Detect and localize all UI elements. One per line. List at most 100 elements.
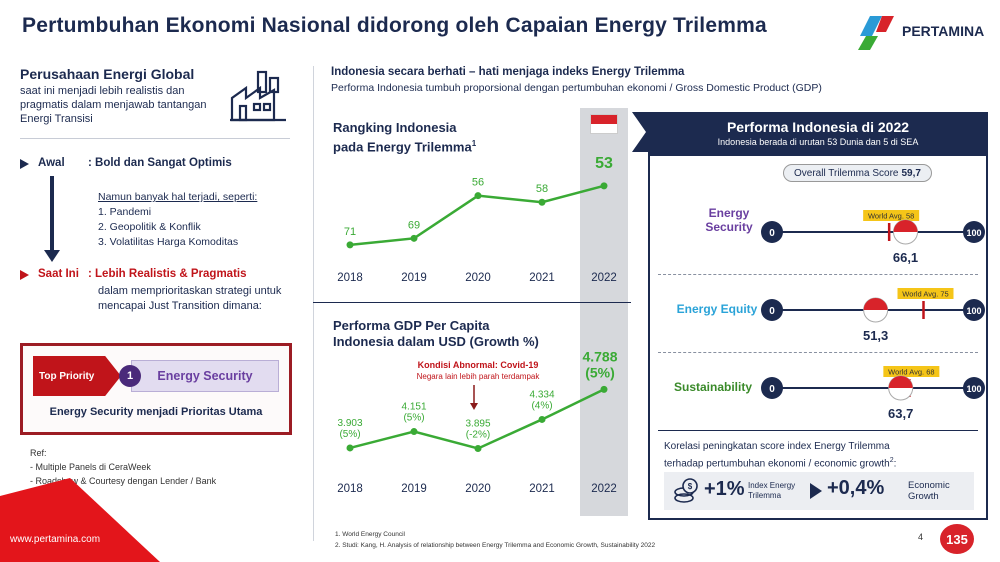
sustainability-scale: 0 100 World Avg. 68 63,7 (761, 366, 985, 421)
timeline-arrow (50, 176, 54, 252)
ranking-point (600, 182, 608, 190)
gdp-growth-label: (-2%) (466, 429, 490, 440)
scale-max-label: 100 (966, 228, 981, 238)
world-avg-tag (897, 288, 954, 299)
metric-label: Sustainability (673, 380, 753, 394)
correlation-line2: terhadap pertumbuhan ekonomi / economic … (664, 457, 897, 470)
scale-min-label: 0 (769, 384, 775, 395)
chart-divider (313, 302, 631, 303)
note-lead: Namun banyak hal terjadi, seperti: (98, 191, 258, 203)
world-avg-label: World Avg. 58 (868, 212, 914, 221)
gdp-x-tick: 2018 (337, 483, 363, 495)
world-avg-label: World Avg. 75 (902, 290, 948, 299)
down-arrow-icon (44, 250, 60, 262)
panel-title: Performa Indonesia di 2022 (726, 119, 910, 135)
scale-min-marker (761, 221, 783, 243)
correlation-sup: 2 (889, 457, 894, 464)
ref-title: Ref: (30, 448, 47, 458)
page-title: Pertumbuhan Ekonomi Nasional didorong ol… (22, 14, 767, 37)
score-value: 51,3 (863, 328, 888, 343)
priority-number: 1 (119, 365, 141, 387)
ranking-data-label: 56 (472, 177, 484, 189)
ranking-point (346, 241, 354, 249)
note-block: Namun banyak hal terjadi, seperti: 1. Pa… (98, 190, 298, 250)
ranking-data-label: 53 (595, 155, 613, 172)
panel-header: Performa Indonesia di 2022 Indonesia ber… (650, 114, 986, 156)
scale-min-label: 0 (769, 306, 775, 317)
center-headline: Indonesia secara berhati – hati menjaga … (331, 66, 685, 78)
chart1-title-sup: 1 (471, 139, 477, 148)
footer-red-shape (0, 478, 160, 562)
ranking-point (410, 234, 418, 242)
indonesia-flag-icon (893, 220, 918, 232)
scale-max-label: 100 (966, 306, 981, 316)
chart1-title: Rangking Indonesia pada Energy Trilemma1 (333, 120, 476, 155)
chart2-title-line2: Indonesia dalam USD (Growth %) (333, 334, 539, 349)
ranking-chart: 71 2018 69 2019 56 2020 58 2021 53 2022 (337, 155, 617, 284)
score-value: 63,7 (888, 406, 913, 421)
ref-item: - Multiple Panels di CeraWeek (30, 462, 151, 472)
gdp-data-label: 4.788 (582, 348, 617, 364)
trilemma-growth-value: +1% (704, 478, 745, 500)
left-title: Perusahaan Energi Global (20, 66, 195, 82)
gdp-point (600, 385, 608, 393)
saat-ini-text: : Lebih Realistis & Pragmatis (88, 268, 247, 280)
indonesia-flag-icon (863, 298, 888, 310)
note-item: 1. Pandemi (98, 206, 152, 218)
scale-max-marker (963, 377, 985, 399)
right-arrow-icon (810, 483, 822, 499)
website-link[interactable]: www.pertamina.com (10, 534, 101, 545)
trilemma-growth-label-line2: Trilemma (748, 491, 782, 500)
metric-label: Energy Equity (676, 302, 758, 316)
overall-score-badge: Overall Trilemma Score 59,7 (783, 164, 932, 182)
footnote: 1. World Energy Council (335, 531, 405, 538)
correlation-line2-text: terhadap pertumbuhan ekonomi / economic … (664, 458, 890, 470)
chart1-title-line2: pada Energy Trilemma1 (333, 136, 476, 155)
note-item: 3. Volatilitas Harga Komoditas (98, 236, 239, 248)
trilemma-growth-label-line1: Index Energy (748, 481, 796, 490)
pertamina-logo: PERTAMINA (852, 14, 992, 50)
world-avg-tag (863, 210, 920, 221)
ranking-point (474, 192, 482, 200)
logo-text: PERTAMINA (902, 23, 985, 39)
footnote: 2. Studi: Kang, H. Analysis of relations… (335, 542, 656, 549)
covid-annotation-sub: Negara lain lebih parah terdampak (417, 372, 541, 381)
economic-growth-value: +0,4% (827, 477, 885, 499)
correlation-line1: Korelasi peningkatan score index Energy … (664, 441, 890, 452)
top-priority-tag: Top Priority (33, 356, 121, 396)
reference-list: Ref: - Multiple Panels di CeraWeek - Roa… (30, 446, 216, 488)
gdp-point (346, 444, 354, 452)
pertamina-logo-icon (858, 16, 894, 50)
chart2-title: Performa GDP Per Capita Indonesia dalam … (333, 318, 539, 350)
gdp-data-label: 3.903 (337, 418, 362, 429)
priority-item-pill: Energy Security (131, 360, 279, 392)
indonesia-flag-icon (888, 376, 913, 388)
divider (658, 430, 978, 431)
ranking-data-label: 58 (536, 183, 548, 195)
gdp-growth-label: (5%) (403, 413, 424, 424)
trilemma-growth-label: Index Energy Trilemma (748, 481, 795, 501)
growth-box: $ +1% Index Energy Trilemma +0,4% Econom… (664, 472, 974, 510)
energy-equity-scale: 0 100 World Avg. 75 51,3 (761, 288, 985, 343)
gdp-data-label: 4.334 (529, 389, 554, 400)
coins-icon: $ (674, 478, 698, 503)
center-subline: Performa Indonesia tumbuh proporsional d… (331, 82, 822, 94)
scale-max-label: 100 (966, 384, 981, 394)
chart1-title-line1: Rangking Indonesia (333, 120, 457, 135)
scale-min-label: 0 (769, 228, 775, 239)
gdp-data-label: 3.895 (465, 418, 490, 429)
gdp-x-tick: 2021 (529, 483, 555, 495)
scale-max-marker (963, 299, 985, 321)
economic-growth-label-line1: Economic (908, 480, 950, 491)
gdp-data-label: 4.151 (401, 402, 426, 413)
priority-caption: Energy Security menjadi Prioritas Utama (49, 406, 263, 418)
metric-label-line1: Energy (708, 206, 750, 220)
world-avg-tag (883, 366, 940, 377)
ranking-x-tick: 2019 (401, 272, 427, 284)
gdp-x-tick: 2020 (465, 483, 491, 495)
scale-min-marker (761, 299, 783, 321)
gdp-point (474, 444, 482, 452)
economic-growth-label: Economic Growth (908, 480, 950, 502)
ranking-x-tick: 2021 (529, 272, 555, 284)
panel-subtitle: Indonesia berada di urutan 53 Dunia dan … (717, 137, 919, 147)
